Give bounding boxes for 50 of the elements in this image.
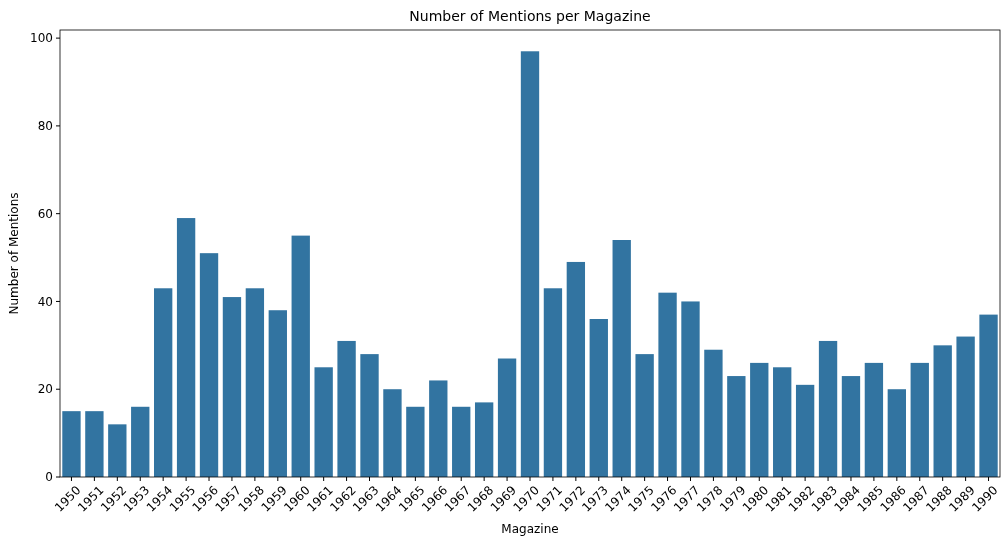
- bar: [291, 235, 310, 477]
- bar: [108, 424, 127, 477]
- y-tick-label: 20: [37, 382, 53, 397]
- bar: [658, 292, 677, 477]
- bar: [704, 349, 723, 477]
- chart-title: Number of Mentions per Magazine: [409, 8, 651, 24]
- bar: [864, 362, 884, 477]
- y-tick-label: 100: [30, 31, 53, 46]
- bar: [62, 411, 81, 477]
- x-axis-title: Magazine: [501, 522, 559, 536]
- y-tick-label: 0: [45, 470, 53, 485]
- bar: [154, 288, 173, 477]
- bar: [795, 384, 815, 477]
- bar: [520, 51, 540, 477]
- bar: [589, 319, 608, 477]
- bar: [773, 367, 792, 477]
- bar: [85, 411, 104, 477]
- y-tick-label: 60: [37, 206, 53, 221]
- bar: [635, 354, 654, 477]
- bar: [406, 406, 425, 477]
- bar: [497, 358, 517, 477]
- bar: [360, 354, 379, 477]
- bar: [245, 288, 265, 477]
- bar: [612, 240, 631, 477]
- bar: [474, 402, 494, 477]
- bar: [222, 297, 242, 477]
- bar: [383, 389, 402, 477]
- bar: [314, 367, 333, 477]
- bar: [681, 301, 700, 477]
- bar: [337, 340, 356, 477]
- bar: [429, 380, 448, 477]
- y-axis-title: Number of Mentions: [7, 192, 21, 315]
- bar: [199, 253, 219, 477]
- bar: [933, 345, 952, 477]
- bar: [979, 314, 998, 477]
- bar: [841, 376, 861, 477]
- bar: [818, 340, 838, 477]
- bar: [910, 362, 929, 477]
- bar: [956, 336, 975, 477]
- bar: [452, 406, 471, 477]
- y-tick-label: 80: [37, 119, 53, 134]
- y-tick-label: 40: [37, 294, 53, 309]
- bar: [176, 218, 196, 477]
- bar: [131, 406, 150, 477]
- bar: [750, 362, 769, 477]
- bar: [543, 288, 563, 477]
- bar: [727, 376, 746, 477]
- bar: [268, 310, 287, 477]
- bar: [566, 261, 586, 477]
- bar: [887, 389, 906, 477]
